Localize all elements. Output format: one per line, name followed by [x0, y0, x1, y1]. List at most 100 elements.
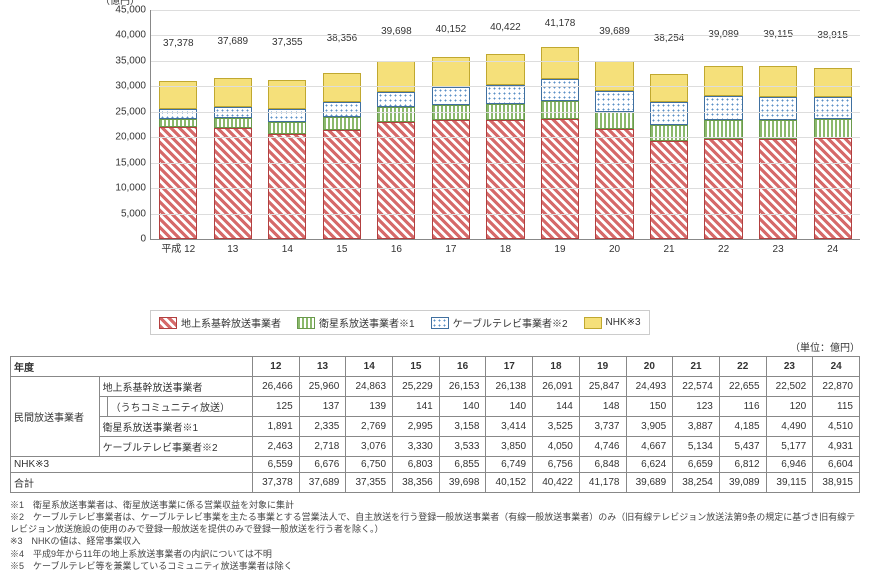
cell: 4,746 — [579, 437, 626, 457]
year-col: 17 — [486, 357, 533, 377]
bar-column: 39,08922 — [696, 10, 751, 239]
cell: 3,887 — [673, 417, 720, 437]
year-col: 14 — [346, 357, 393, 377]
cell: 26,091 — [533, 377, 580, 397]
cell: 140 — [439, 397, 486, 417]
cell: 3,525 — [533, 417, 580, 437]
row-label: NHK※3 — [11, 457, 253, 473]
bar-column: 41,17819 — [533, 10, 588, 239]
cell: 25,229 — [393, 377, 440, 397]
cell: 137 — [299, 397, 346, 417]
bar-total-label: 37,378 — [163, 38, 194, 49]
x-tick: 平成 12 — [161, 240, 195, 255]
row-label: （うちコミュニティ放送） — [107, 397, 252, 417]
cell: 26,153 — [439, 377, 486, 397]
footnote: ※2 ケーブルテレビ事業者は、ケーブルテレビ事業を主たる事業とする営業法人で、自… — [10, 511, 860, 535]
cell: 6,559 — [253, 457, 300, 473]
x-tick: 19 — [554, 244, 565, 255]
bar-column: 38,25421 — [642, 10, 697, 239]
cell: 3,076 — [346, 437, 393, 457]
cell: 39,089 — [719, 473, 766, 493]
cell: 40,422 — [533, 473, 580, 493]
footnotes: ※1 衛星系放送事業者は、衛星放送事業に係る営業収益を対象に集計※2 ケーブルテ… — [10, 499, 860, 572]
cell: 24,863 — [346, 377, 393, 397]
cell: 2,769 — [346, 417, 393, 437]
cell: 22,574 — [673, 377, 720, 397]
x-tick: 18 — [500, 244, 511, 255]
x-tick: 20 — [609, 244, 620, 255]
x-tick: 14 — [282, 244, 293, 255]
bar-column: 39,69816 — [369, 10, 424, 239]
row-label: 衛星系放送事業者※1 — [99, 417, 252, 437]
cell: 120 — [766, 397, 813, 417]
cell: 6,750 — [346, 457, 393, 473]
row-label: ケーブルテレビ事業者※2 — [99, 437, 252, 457]
year-col: 24 — [813, 357, 860, 377]
bar-total-label: 37,355 — [272, 37, 303, 48]
revenue-stacked-bar-chart: （億円） （年度） 37,378平成 1237,6891337,3551438,… — [110, 10, 860, 260]
cell: 6,624 — [626, 457, 673, 473]
bar-total-label: 39,115 — [763, 29, 793, 40]
y-tick: 30,000 — [106, 81, 146, 92]
year-col: 13 — [299, 357, 346, 377]
x-tick: 16 — [391, 244, 402, 255]
cell: 6,848 — [579, 457, 626, 473]
bar-total-label: 38,356 — [327, 33, 358, 44]
chart-legend: 地上系基幹放送事業者衛星系放送事業者※1ケーブルテレビ事業者※2NHK※3 — [150, 310, 650, 335]
cell: 3,414 — [486, 417, 533, 437]
cell: 150 — [626, 397, 673, 417]
year-col: 22 — [719, 357, 766, 377]
x-tick: 17 — [445, 244, 456, 255]
cell: 22,502 — [766, 377, 813, 397]
cell: 6,946 — [766, 457, 813, 473]
bar-column: 39,68920 — [587, 10, 642, 239]
cell: 1,891 — [253, 417, 300, 437]
cell: 6,855 — [439, 457, 486, 473]
bar-column: 40,42218 — [478, 10, 533, 239]
x-tick: 24 — [827, 244, 838, 255]
cell: 38,356 — [393, 473, 440, 493]
year-col: 16 — [439, 357, 486, 377]
x-tick: 13 — [227, 244, 238, 255]
y-tick: 0 — [106, 234, 146, 245]
cell: 22,870 — [813, 377, 860, 397]
year-col: 23 — [766, 357, 813, 377]
cell: 25,960 — [299, 377, 346, 397]
cell: 6,676 — [299, 457, 346, 473]
cell: 6,756 — [533, 457, 580, 473]
year-col: 21 — [673, 357, 720, 377]
cell: 140 — [486, 397, 533, 417]
cell: 25,847 — [579, 377, 626, 397]
footnote: ※1 衛星系放送事業者は、衛星放送事業に係る営業収益を対象に集計 — [10, 499, 860, 511]
year-col: 18 — [533, 357, 580, 377]
cell: 2,718 — [299, 437, 346, 457]
cell: 5,437 — [719, 437, 766, 457]
row-label: 合計 — [11, 473, 253, 493]
bar-column: 38,35615 — [315, 10, 370, 239]
bar-column: 37,35514 — [260, 10, 315, 239]
cell: 2,995 — [393, 417, 440, 437]
footnote: ※3 NHKの値は、経常事業収入 — [10, 535, 860, 547]
cell: 4,667 — [626, 437, 673, 457]
bar-total-label: 41,178 — [545, 18, 576, 29]
cell: 37,355 — [346, 473, 393, 493]
cell: 4,185 — [719, 417, 766, 437]
cell: 3,850 — [486, 437, 533, 457]
cell: 2,463 — [253, 437, 300, 457]
row-label: 地上系基幹放送事業者 — [99, 377, 252, 397]
cell: 139 — [346, 397, 393, 417]
cell: 6,803 — [393, 457, 440, 473]
cell: 39,698 — [439, 473, 486, 493]
legend-item: NHK※3 — [584, 315, 641, 330]
cell: 6,604 — [813, 457, 860, 473]
cell: 3,330 — [393, 437, 440, 457]
cell: 4,050 — [533, 437, 580, 457]
cell: 39,689 — [626, 473, 673, 493]
x-tick: 23 — [773, 244, 784, 255]
col-year: 年度 — [11, 357, 253, 377]
bar-column: 40,15217 — [424, 10, 479, 239]
bar-total-label: 40,152 — [436, 24, 467, 35]
year-col: 20 — [626, 357, 673, 377]
footnote: ※5 ケーブルテレビ等を兼業しているコミュニティ放送事業者は除く — [10, 560, 860, 572]
bar-column: 37,378平成 12 — [151, 10, 206, 239]
